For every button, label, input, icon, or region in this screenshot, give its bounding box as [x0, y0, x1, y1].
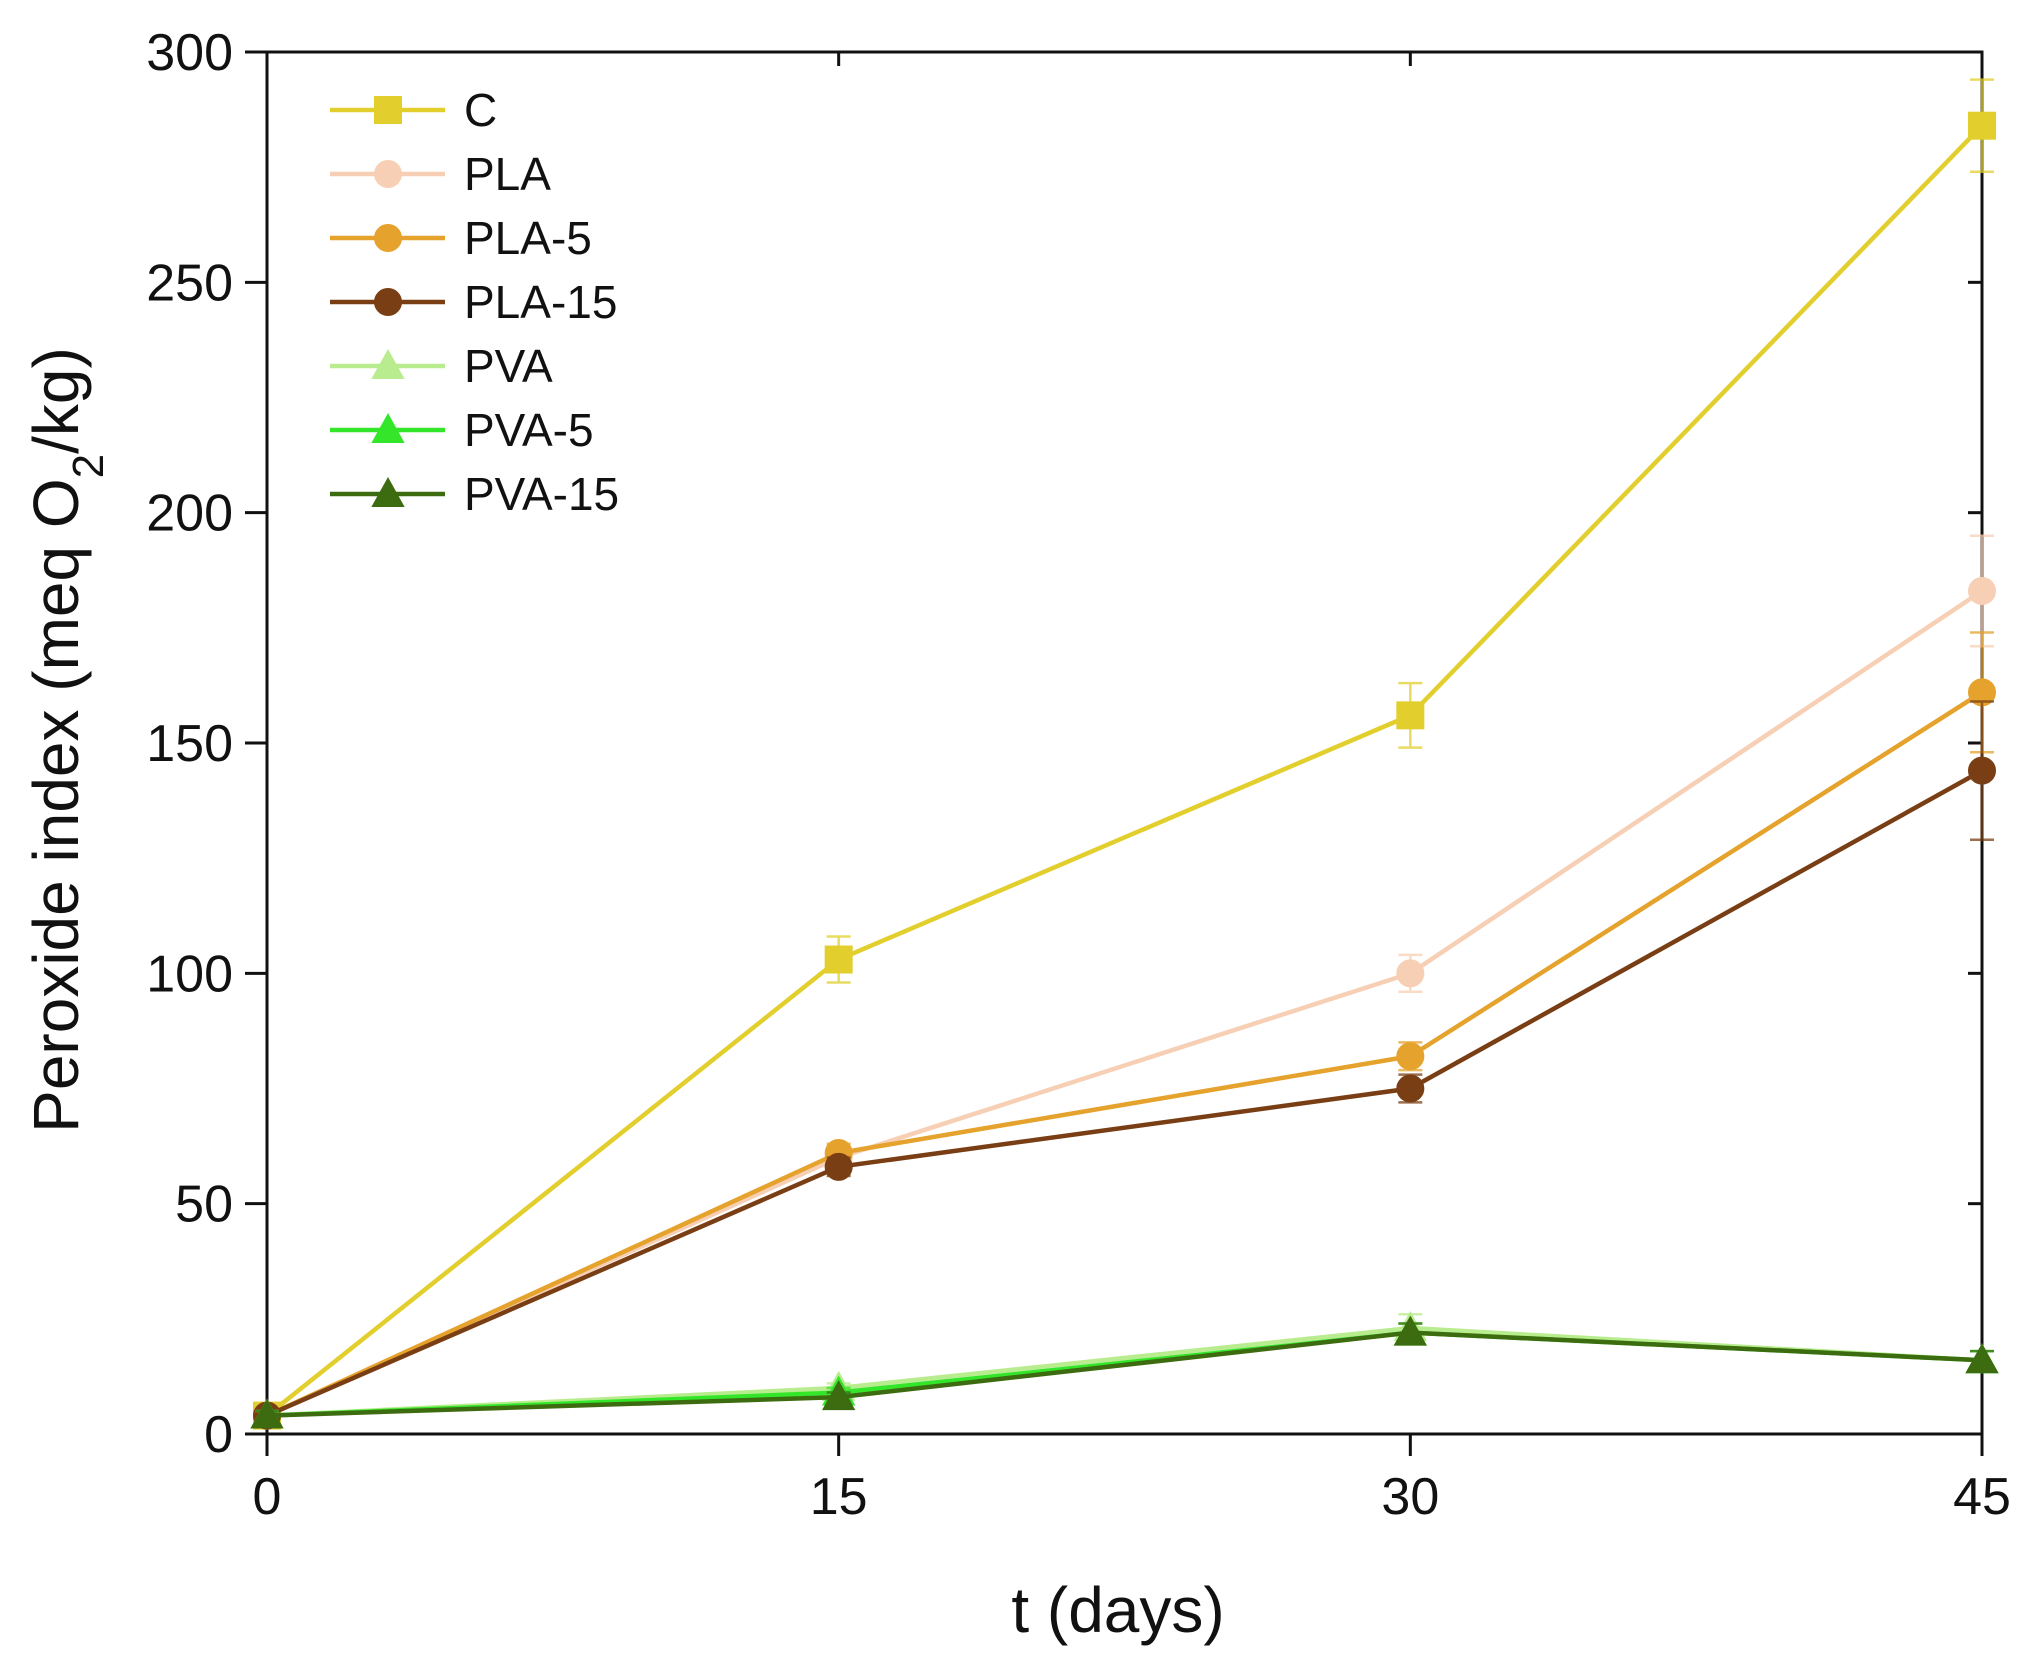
data-point-c — [824, 945, 853, 974]
series-line-pla-15 — [266, 768, 1984, 1418]
legend: C PLA PLA-5 PLA-15 PVA PVA-5 PVA-15 — [330, 84, 619, 520]
series-layer — [250, 78, 1999, 1430]
series-pla — [253, 534, 1996, 1430]
y-tick-label: 300 — [146, 24, 233, 82]
legend-label-c: C — [464, 84, 497, 136]
y-axis-title: Peroxide index (meq O2/kg) — [20, 347, 113, 1133]
data-point-pla — [1396, 959, 1425, 988]
legend-label-pla: PLA — [464, 148, 551, 200]
y-axis-title-suffix: /kg) — [20, 347, 92, 454]
x-axis: 0 15 30 45 — [253, 52, 2011, 1526]
legend-marker-pva-15 — [371, 476, 405, 507]
x-tick-label: 30 — [1381, 1468, 1439, 1526]
series-line-pla — [266, 589, 1984, 1418]
y-axis-title-subscript: 2 — [64, 454, 113, 478]
data-point-pva-15 — [822, 1380, 856, 1411]
legend-item-pva: PVA — [330, 340, 553, 392]
legend-label-pla-5: PLA-5 — [464, 212, 592, 264]
series-line-c — [265, 124, 1984, 1418]
series-pva-15 — [250, 1315, 1999, 1429]
legend-label-pva-5: PVA-5 — [464, 404, 594, 456]
y-tick-label: 200 — [146, 485, 233, 543]
legend-marker-c — [374, 96, 402, 124]
legend-label-pva-15: PVA-15 — [464, 468, 619, 520]
data-point-c — [1968, 111, 1996, 140]
y-tick-label: 250 — [146, 254, 233, 312]
legend-item-pva-5: PVA-5 — [330, 404, 594, 456]
legend-item-pva-15: PVA-15 — [330, 468, 619, 520]
data-point-pla-15 — [1396, 1074, 1425, 1103]
legend-label-pla-15: PLA-15 — [464, 276, 617, 328]
data-point-pla-15 — [1968, 756, 1996, 785]
legend-item-pla-5: PLA-5 — [330, 212, 592, 264]
legend-marker-pla — [374, 160, 402, 188]
y-axis-title-prefix: Peroxide index (meq O — [20, 478, 92, 1133]
x-tick-label: 45 — [1953, 1468, 2011, 1526]
series-pva-5 — [250, 1315, 1999, 1429]
legend-label-pva: PVA — [464, 340, 553, 392]
series-line-pla-5 — [266, 690, 1984, 1418]
y-tick-label: 0 — [204, 1406, 233, 1464]
y-tick-label: 150 — [146, 715, 233, 773]
data-point-pla-15 — [824, 1152, 853, 1181]
x-axis-title: t (days) — [1011, 1574, 1224, 1646]
legend-item-pla: PLA — [330, 148, 551, 200]
series-pva — [250, 1311, 1999, 1429]
legend-marker-pva — [371, 348, 405, 379]
y-axis: 0 50 100 150 200 250 300 — [146, 24, 1982, 1464]
data-point-pla — [1968, 576, 1996, 605]
x-tick-label: 0 — [253, 1468, 282, 1526]
data-point-pva-15 — [1965, 1343, 1999, 1374]
legend-item-c: C — [330, 84, 497, 136]
data-point-pva-15 — [1393, 1315, 1427, 1346]
y-tick-label: 100 — [146, 945, 233, 1003]
data-point-pva-15 — [250, 1398, 284, 1429]
series-line-pva-15 — [266, 1330, 1983, 1418]
legend-item-pla-15: PLA-15 — [330, 276, 617, 328]
data-point-pla-5 — [1396, 1042, 1425, 1071]
legend-marker-pla-15 — [374, 288, 402, 316]
series-line-pva — [266, 1325, 1983, 1418]
data-point-c — [1396, 701, 1425, 730]
x-tick-label: 15 — [810, 1468, 868, 1526]
y-tick-label: 50 — [175, 1176, 233, 1234]
legend-marker-pva-5 — [371, 412, 405, 443]
legend-marker-pla-5 — [374, 224, 402, 252]
